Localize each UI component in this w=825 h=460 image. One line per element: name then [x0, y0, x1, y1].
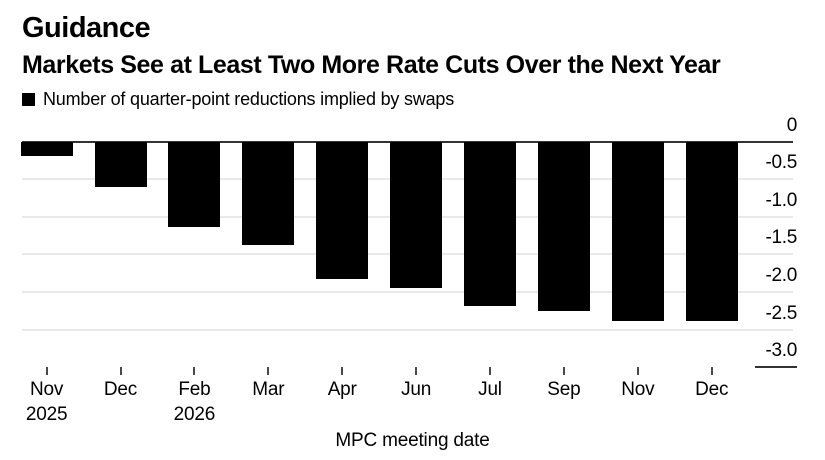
x-tick [636, 367, 639, 376]
bar [94, 141, 147, 188]
chart-title: Guidance [22, 12, 151, 44]
x-tick [489, 367, 491, 376]
legend-swatch-icon [22, 92, 35, 106]
x-tick-label: Dec [103, 379, 138, 400]
bar [685, 141, 738, 321]
x-tick-label: Dec [695, 379, 729, 400]
bar [611, 141, 664, 321]
x-tick [341, 367, 344, 376]
x-tick [119, 367, 122, 376]
bar [390, 141, 443, 288]
x-tick-label: Mar [252, 379, 285, 400]
baseline-stub [755, 366, 797, 369]
x-tick-label: Jul [478, 379, 502, 400]
bar [464, 141, 516, 307]
bar [20, 141, 73, 156]
x-tick-label: Feb [178, 379, 211, 400]
y-tick-label: -2.0 [765, 265, 797, 287]
gridline [22, 291, 793, 294]
x-tick [562, 367, 565, 376]
legend-label: Number of quarter-point reductions impli… [43, 88, 454, 109]
x-year-label: 2025 [25, 404, 68, 425]
x-tick [710, 367, 713, 376]
x-tick [415, 367, 418, 376]
x-tick-label: Nov [621, 379, 655, 400]
x-tick [267, 367, 270, 376]
legend: Number of quarter-point reductions impli… [22, 88, 454, 110]
x-year-label: 2026 [173, 404, 216, 425]
y-tick-label: -1.0 [765, 189, 797, 211]
y-tick-label: -3.0 [765, 340, 797, 362]
y-tick-label: -0.5 [765, 152, 797, 174]
x-tick-label: Nov [29, 379, 64, 400]
y-tick-label: -1.5 [765, 227, 797, 249]
x-tick [193, 367, 196, 376]
bar [168, 141, 221, 228]
x-tick-label: Apr [327, 379, 357, 400]
bar [537, 141, 590, 311]
bar [316, 141, 369, 279]
chart-subtitle: Markets See at Least Two More Rate Cuts … [22, 51, 721, 79]
y-tick-label: 0 [786, 114, 798, 136]
bar [242, 141, 295, 246]
x-tick-label: Sep [547, 379, 581, 400]
gridline [22, 328, 793, 331]
x-axis-title: MPC meeting date [335, 430, 490, 451]
x-tick [45, 367, 48, 376]
y-tick-label: -2.5 [765, 302, 797, 324]
x-tick-label: Jun [401, 379, 432, 400]
